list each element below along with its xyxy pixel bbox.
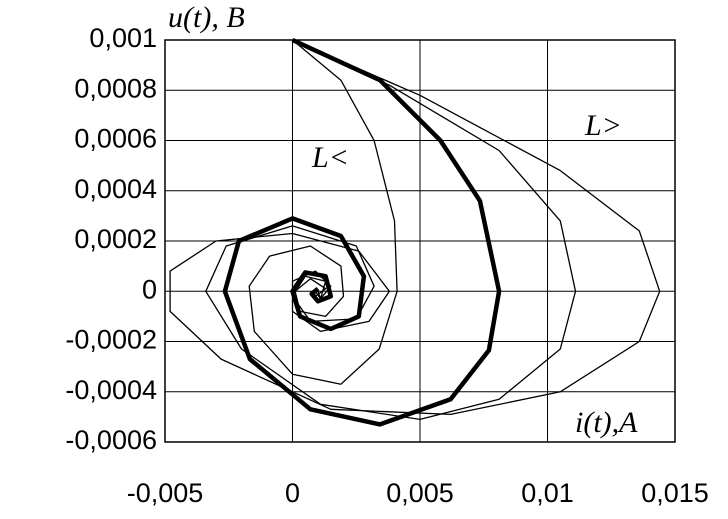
series-line — [169, 39, 661, 416]
y-tick-label: -0,0004 — [65, 375, 157, 405]
y-tick-label: 0 — [142, 274, 157, 304]
series-line — [222, 37, 502, 427]
x-tick-label: 0,01 — [521, 478, 574, 508]
y-tick-label: 0,0008 — [74, 73, 157, 103]
annotation: L> — [584, 109, 622, 142]
y-axis-label: u(t), B — [168, 1, 245, 34]
annotation: L< — [311, 141, 349, 174]
plot-border — [164, 39, 676, 443]
x-tick-label: -0,005 — [127, 478, 204, 508]
series-line — [248, 39, 398, 385]
x-tick-label: 0 — [285, 478, 300, 508]
y-tick-label: 0,0006 — [74, 124, 157, 154]
y-tick-label: 0,001 — [89, 23, 157, 53]
y-tick-label: 0,0004 — [74, 174, 157, 204]
x-tick-label: 0,005 — [386, 478, 454, 508]
y-tick-label: 0,0002 — [74, 224, 157, 254]
y-tick-label: -0,0006 — [65, 425, 157, 455]
x-axis-label: i(t),A — [575, 406, 638, 439]
y-tick-label: -0,0002 — [65, 325, 157, 355]
series-line — [205, 39, 577, 421]
x-tick-label: 0,015 — [641, 478, 709, 508]
